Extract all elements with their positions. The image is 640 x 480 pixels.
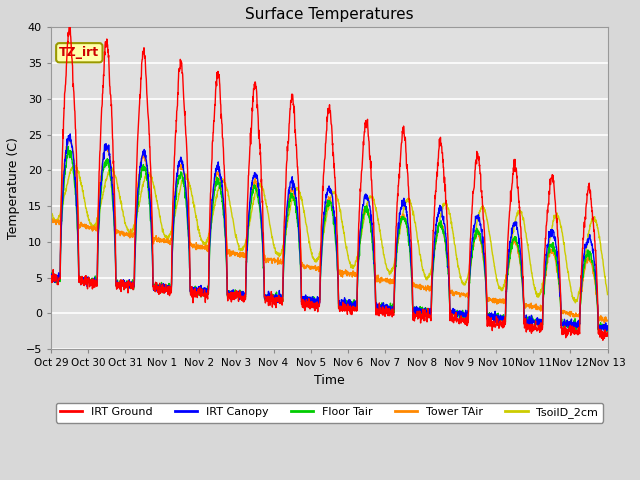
X-axis label: Time: Time	[314, 373, 344, 387]
Text: TZ_irt: TZ_irt	[60, 46, 99, 59]
Legend: IRT Ground, IRT Canopy, Floor Tair, Tower TAir, TsoilD_2cm: IRT Ground, IRT Canopy, Floor Tair, Towe…	[56, 403, 603, 423]
Title: Surface Temperatures: Surface Temperatures	[245, 7, 413, 22]
Y-axis label: Temperature (C): Temperature (C)	[7, 137, 20, 239]
